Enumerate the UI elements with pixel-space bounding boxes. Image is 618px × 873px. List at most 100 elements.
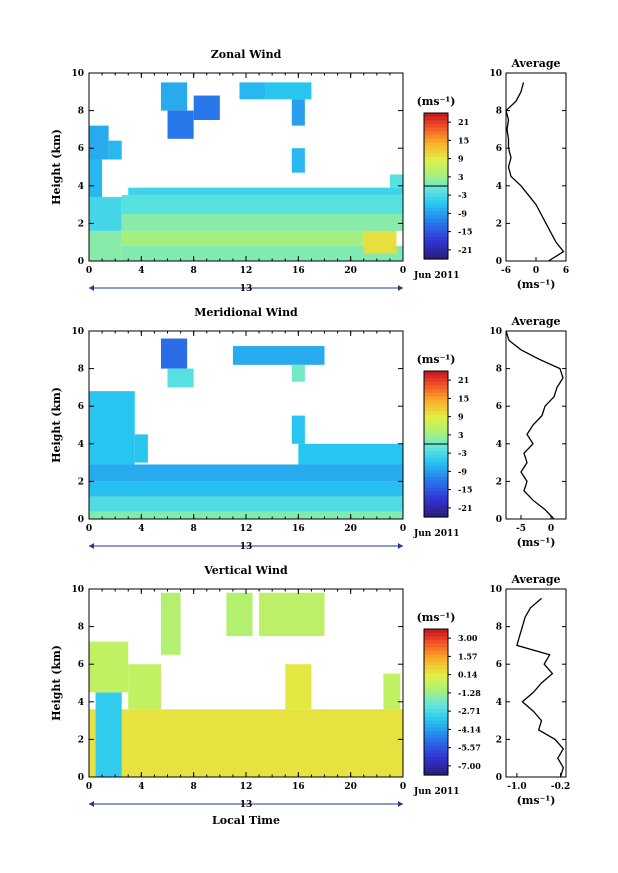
colorbar-step xyxy=(424,720,448,725)
colorbar-step xyxy=(424,429,448,434)
colorbar-step xyxy=(424,378,448,383)
y-tick-label: 4 xyxy=(78,698,84,708)
colorbar-step xyxy=(424,218,448,224)
day-arrow-left xyxy=(89,801,94,807)
colorbar-step xyxy=(424,727,448,732)
y-axis-title: Height (km) xyxy=(50,645,63,721)
x-tick-label: 4 xyxy=(138,524,144,534)
x-tick-label: 0 xyxy=(400,524,406,534)
y-tick-label: 4 xyxy=(78,440,84,450)
colorbar-step xyxy=(424,237,448,242)
average-y-tick-label: 10 xyxy=(489,327,502,337)
day-arrow-right xyxy=(398,801,403,807)
panel-title: Zonal Wind xyxy=(211,48,282,61)
day-label: 13 xyxy=(240,284,253,294)
colorbar-step xyxy=(424,436,448,441)
heatmap-cell xyxy=(265,82,312,100)
average-x-tick-label: 6 xyxy=(563,266,569,276)
colorbar-step xyxy=(424,487,448,493)
colorbar-step xyxy=(424,156,448,162)
heatmap-cell xyxy=(89,230,122,261)
colorbar-tick-label: -1.28 xyxy=(458,688,481,698)
x-tick-label: 0 xyxy=(400,266,406,276)
colorbar-step xyxy=(424,403,448,409)
heatmap-cell xyxy=(232,346,325,365)
colorbar-tick-label: 21 xyxy=(458,375,469,385)
average-y-tick-label: 4 xyxy=(496,182,502,192)
colorbar-step xyxy=(424,113,448,118)
x-tick-label: 20 xyxy=(344,266,357,276)
y-tick-label: 6 xyxy=(78,660,84,670)
colorbar-tick-label: 9 xyxy=(458,154,464,164)
average-y-tick-label: 8 xyxy=(496,107,502,117)
colorbar-step xyxy=(424,171,448,176)
colorbar-frame xyxy=(423,628,449,776)
x-tick-label: 0 xyxy=(86,782,92,792)
average-unit: (ms⁻¹) xyxy=(517,278,556,291)
colorbar-step xyxy=(424,694,448,699)
heatmap-cell xyxy=(89,159,103,198)
y-tick-label: 10 xyxy=(71,327,84,337)
y-tick-label: 8 xyxy=(78,365,84,375)
colorbar-step xyxy=(424,458,448,463)
colorbar-unit: (ms⁻¹) xyxy=(417,95,456,108)
average-x-tick-label: -0.2 xyxy=(551,782,570,792)
x-tick-label: 16 xyxy=(292,266,305,276)
colorbar-tick-label: 0.14 xyxy=(458,670,478,680)
colorbar-step xyxy=(424,731,448,736)
colorbar-tick-label: 1.57 xyxy=(458,651,477,661)
colorbar-step xyxy=(424,698,448,703)
colorbar-step xyxy=(424,244,448,249)
colorbar-step xyxy=(424,142,448,147)
colorbar-step xyxy=(424,760,448,765)
colorbar-tick-label: -15 xyxy=(458,485,472,495)
colorbar-tick-label: -3 xyxy=(458,190,467,200)
colorbar-step xyxy=(424,222,448,227)
colorbar-tick-label: 3 xyxy=(458,172,464,182)
average-y-tick-label: 10 xyxy=(489,69,502,79)
heatmap-cell xyxy=(298,443,403,465)
colorbar-step xyxy=(424,639,448,645)
average-y-tick-label: 8 xyxy=(496,365,502,375)
day-arrow-right xyxy=(398,285,403,291)
heatmap-cell xyxy=(89,125,109,160)
colorbar-step xyxy=(424,374,448,379)
average-x-tick-label: 0 xyxy=(533,266,539,276)
colorbar-step xyxy=(424,636,448,641)
y-axis-title: Height (km) xyxy=(50,387,63,463)
colorbar-step xyxy=(424,680,448,685)
y-tick-label: 2 xyxy=(78,477,84,487)
colorbar-step xyxy=(424,632,448,637)
average-y-tick-label: 8 xyxy=(496,623,502,633)
heatmap-cell xyxy=(389,174,403,188)
x-tick-label: 0 xyxy=(400,782,406,792)
y-tick-label: 8 xyxy=(78,107,84,117)
colorbar-step xyxy=(424,480,448,485)
heatmap-cell xyxy=(226,592,253,636)
heatmap-cell xyxy=(291,148,305,173)
colorbar-step xyxy=(424,149,448,154)
colorbar-step xyxy=(424,476,448,482)
colorbar-step xyxy=(424,116,448,121)
colorbar-step xyxy=(424,665,448,670)
colorbar-step xyxy=(424,709,448,714)
colorbar-step xyxy=(424,669,448,674)
x-tick-label: 20 xyxy=(344,782,357,792)
colorbar-step xyxy=(424,211,448,216)
colorbar-step xyxy=(424,498,448,503)
heatmap-cell xyxy=(383,673,401,710)
y-tick-label: 2 xyxy=(78,735,84,745)
colorbar-tick-label: -7.00 xyxy=(458,761,481,771)
heatmap-cell xyxy=(89,641,129,693)
colorbar-step xyxy=(424,767,448,772)
colorbar-step xyxy=(424,134,448,140)
x-tick-label: 4 xyxy=(138,782,144,792)
heatmap-cell xyxy=(291,364,305,382)
colorbar-step xyxy=(424,226,448,231)
date-label: Jun 2011 xyxy=(413,787,460,797)
average-frame xyxy=(505,588,567,778)
colorbar-tick-label: -9 xyxy=(458,466,467,476)
